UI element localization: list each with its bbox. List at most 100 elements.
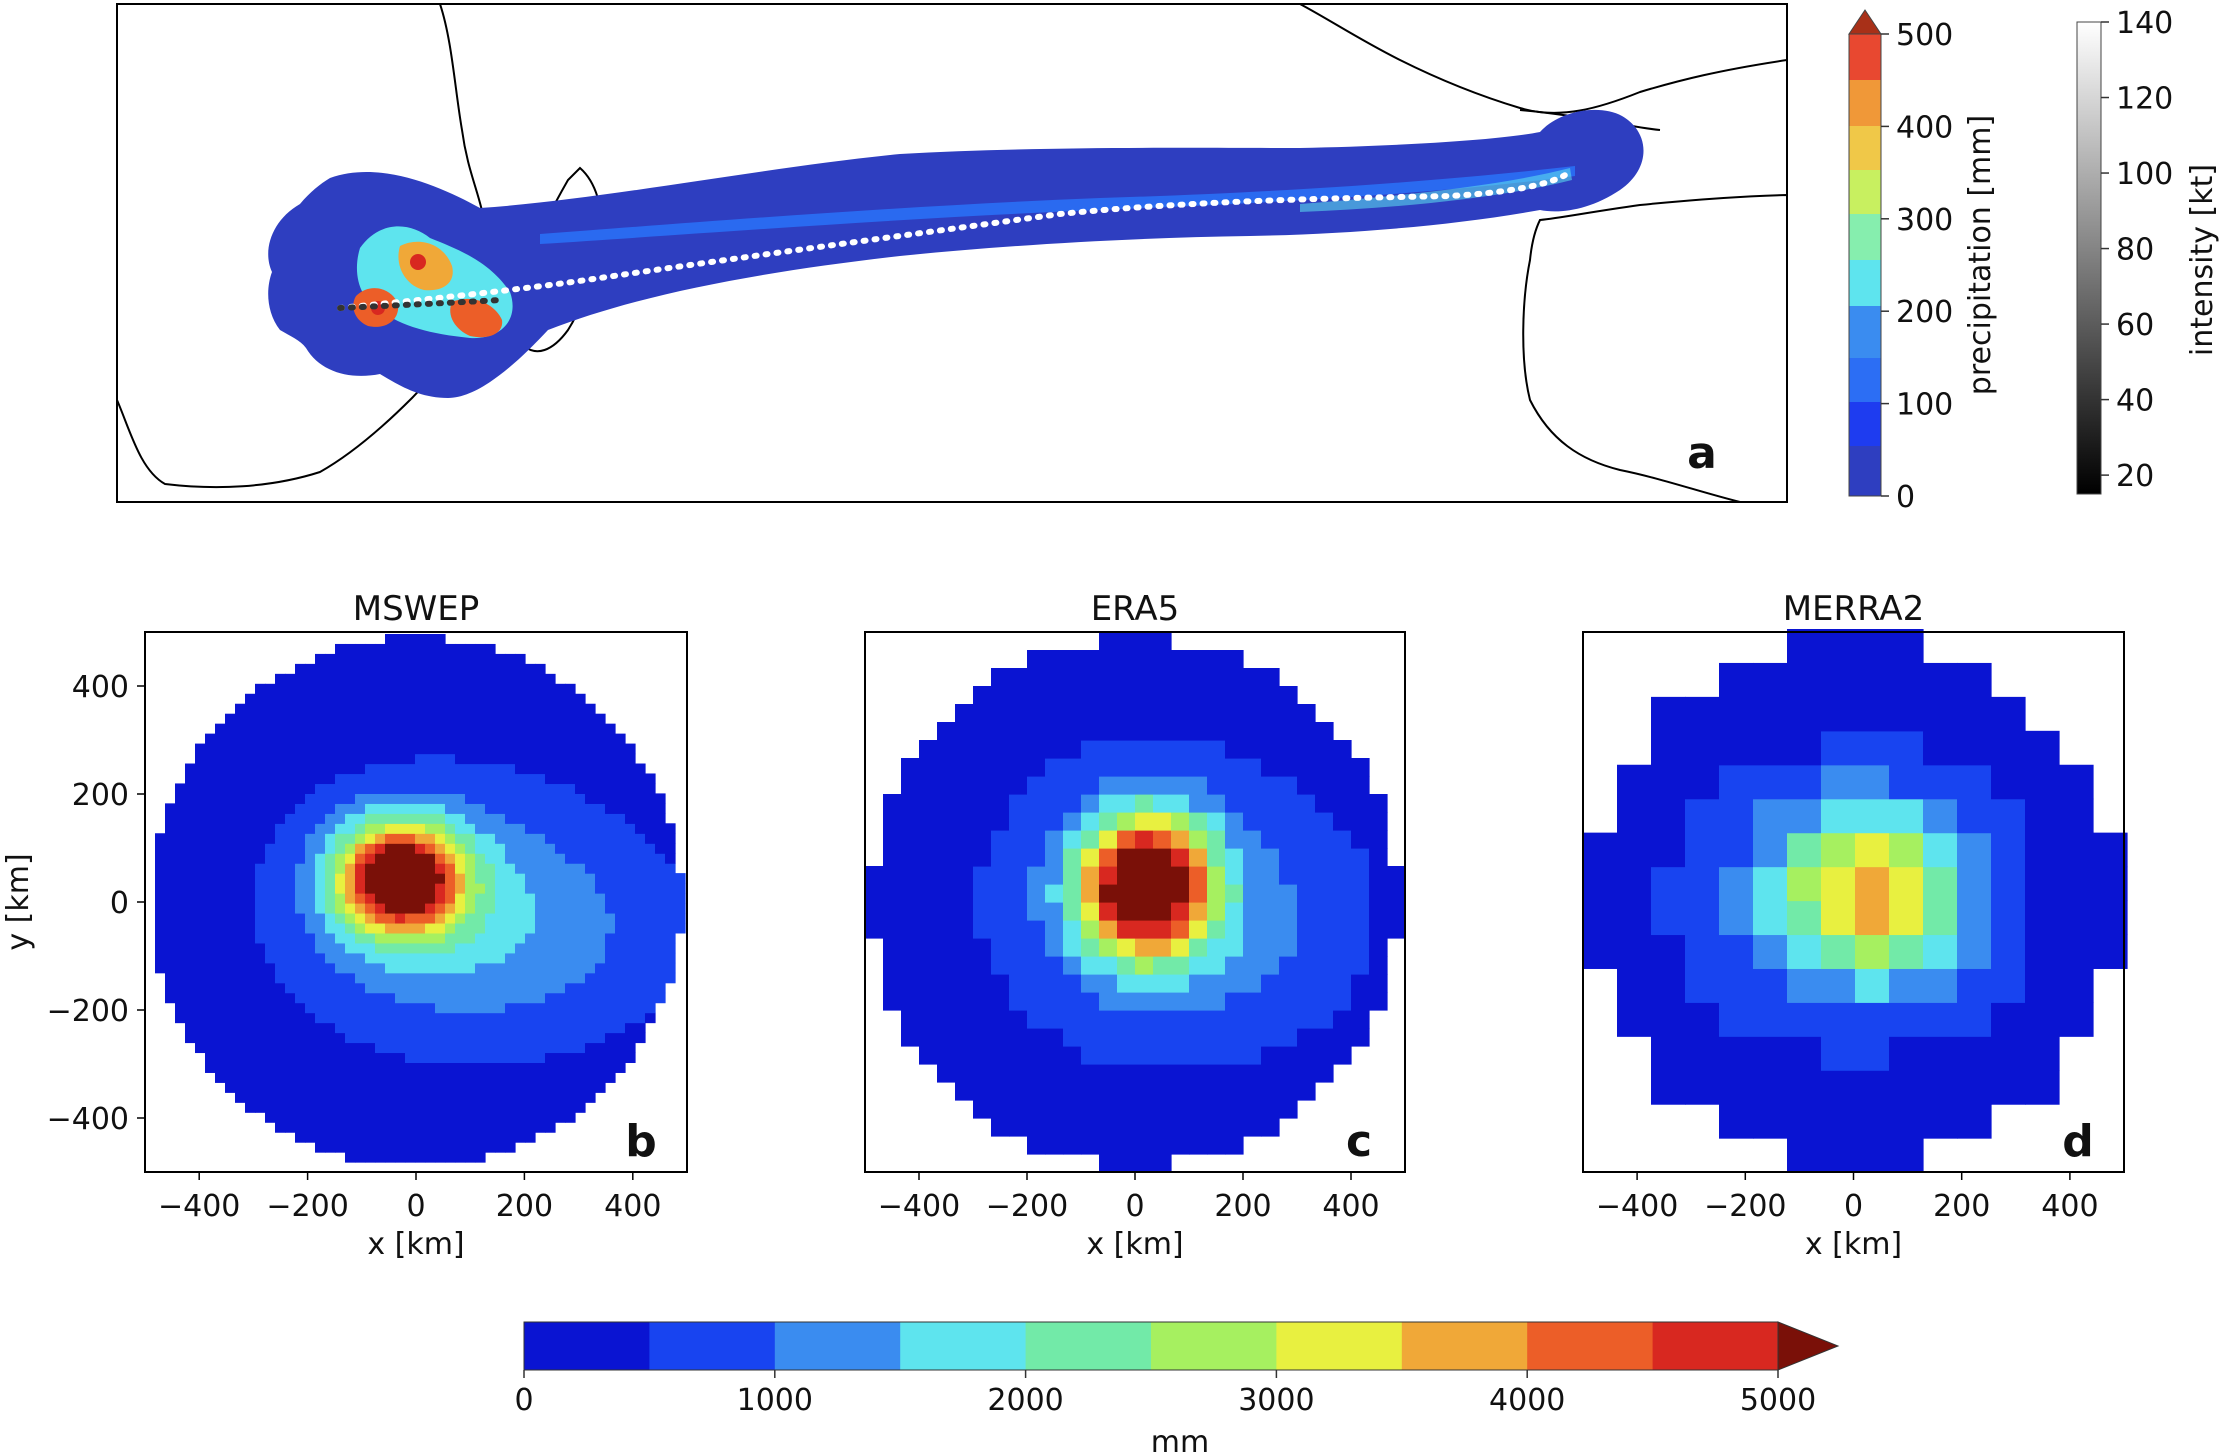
heatmap-cells: [155, 633, 686, 1163]
heatmap-cell: [495, 813, 506, 824]
heatmap-cell: [235, 733, 246, 745]
heatmap-cell: [375, 902, 386, 914]
heatmap-cell: [165, 962, 176, 974]
heatmap-cell: [635, 942, 646, 954]
heatmap-cell: [585, 863, 596, 874]
heatmap-cell: [545, 863, 556, 874]
heatmap-cell: [1279, 902, 1298, 921]
intensity-tick-label: 20: [2116, 459, 2154, 494]
heatmap-cell: [245, 693, 256, 705]
heatmap-cell: [385, 713, 396, 725]
heatmap-cell: [475, 813, 486, 824]
heatmap-cell: [245, 863, 256, 874]
heatmap-cell: [1279, 794, 1298, 813]
heatmap-cell: [515, 733, 526, 745]
heatmap-cell: [435, 992, 446, 1004]
heatmap-cell: [405, 1022, 416, 1034]
heatmap-cell: [937, 902, 956, 921]
heatmap-cell: [1225, 794, 1244, 813]
heatmap-cell: [395, 912, 406, 924]
heatmap-cell: [555, 823, 566, 834]
heatmap-cell: [265, 1052, 276, 1064]
heatmap-cell: [535, 783, 546, 795]
heatmap-cell: [265, 783, 276, 795]
heatmap-cell: [285, 703, 296, 715]
heatmap-cell: [325, 833, 336, 844]
heatmap-cell: [485, 643, 496, 655]
heatmap-cell: [585, 972, 596, 984]
heatmap-cell: [415, 1032, 426, 1044]
heatmap-cell: [235, 813, 246, 824]
heatmap-cell: [445, 1142, 456, 1153]
heatmap-cell: [1243, 758, 1262, 777]
heatmap-cell: [1207, 758, 1226, 777]
heatmap-cell: [385, 952, 396, 964]
heatmap-cell: [1135, 1136, 1154, 1155]
heatmap-cell: [215, 1062, 226, 1073]
heatmap-cell: [1081, 956, 1100, 975]
heatmap-cell: [1855, 1138, 1890, 1173]
heatmap-cell: [385, 643, 396, 655]
heatmap-cell: [555, 962, 566, 974]
heatmap-cell: [901, 938, 920, 957]
heatmap-cell: [235, 803, 246, 814]
heatmap-cell: [255, 693, 266, 705]
heatmap-cell: [535, 1112, 546, 1123]
heatmap-cell: [425, 932, 436, 944]
heatmap-cell: [1081, 686, 1100, 705]
heatmap-cell: [1225, 1010, 1244, 1029]
heatmap-cell: [1171, 1082, 1190, 1101]
heatmap-cell: [345, 773, 356, 785]
bottom-colorbar-bin: [1652, 1322, 1779, 1370]
heatmap-cell: [255, 873, 266, 884]
heatmap-cell: [1243, 1046, 1262, 1065]
heatmap-cell: [555, 703, 566, 715]
heatmap-cell: [315, 713, 326, 725]
heatmap-cell: [385, 972, 396, 984]
heatmap-cell: [355, 1012, 366, 1024]
heatmap-cell: [595, 773, 606, 785]
heatmap-cell: [415, 1062, 426, 1073]
heatmap-cell: [1081, 740, 1100, 759]
heatmap-cell: [625, 893, 636, 904]
heatmap-cell: [595, 1042, 606, 1054]
heatmap-cell: [325, 912, 336, 924]
heatmap-cell: [305, 1102, 316, 1113]
heatmap-cell: [883, 938, 902, 957]
heatmap-cell: [335, 773, 346, 785]
heatmap-cell: [1045, 686, 1064, 705]
heatmap-cell: [505, 803, 516, 814]
heatmap-cell: [1081, 1136, 1100, 1155]
heatmap-cell: [1171, 686, 1190, 705]
heatmap-cell: [315, 853, 326, 864]
heatmap-cell: [475, 982, 486, 994]
panel-label: d: [2062, 1116, 2094, 1167]
heatmap-cell: [385, 1092, 396, 1103]
intensity-tick-label: 120: [2116, 82, 2173, 117]
x-axis-label: x [km]: [1086, 1227, 1183, 1262]
heatmap-cell: [1207, 1064, 1226, 1083]
heatmap-cell: [1171, 848, 1190, 867]
heatmap-cell: [205, 773, 216, 785]
heatmap-cell: [435, 663, 446, 675]
heatmap-cell: [275, 853, 286, 864]
heatmap-cell: [615, 833, 626, 844]
heatmap-cell: [555, 1022, 566, 1034]
heatmap-cell: [505, 1042, 516, 1054]
heatmap-cell: [1821, 662, 1856, 698]
heatmap-cell: [565, 753, 576, 765]
heatmap-cell: [245, 1012, 256, 1024]
heatmap-cell: [225, 1062, 236, 1073]
heatmap-cell: [485, 663, 496, 675]
heatmap-cell: [245, 1092, 256, 1103]
heatmap-cell: [1207, 776, 1226, 795]
heatmap-cell: [955, 1028, 974, 1047]
heatmap-cell: [1117, 1118, 1136, 1137]
heatmap-cell: [255, 833, 266, 844]
heatmap-cell: [445, 1092, 456, 1103]
heatmap-cell: [991, 704, 1010, 723]
heatmap-cell: [295, 952, 306, 964]
heatmap-cell: [405, 763, 416, 775]
heatmap-cell: [919, 1046, 938, 1065]
x-axis-label: x [km]: [367, 1227, 464, 1262]
